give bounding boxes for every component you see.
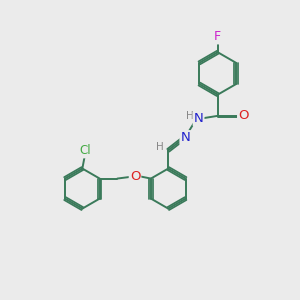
Text: O: O — [238, 109, 249, 122]
Text: Cl: Cl — [80, 144, 91, 158]
Text: N: N — [194, 112, 203, 125]
Text: H: H — [186, 111, 194, 122]
Text: N: N — [181, 131, 190, 144]
Text: F: F — [214, 30, 221, 44]
Text: O: O — [130, 170, 140, 183]
Text: H: H — [156, 142, 164, 152]
